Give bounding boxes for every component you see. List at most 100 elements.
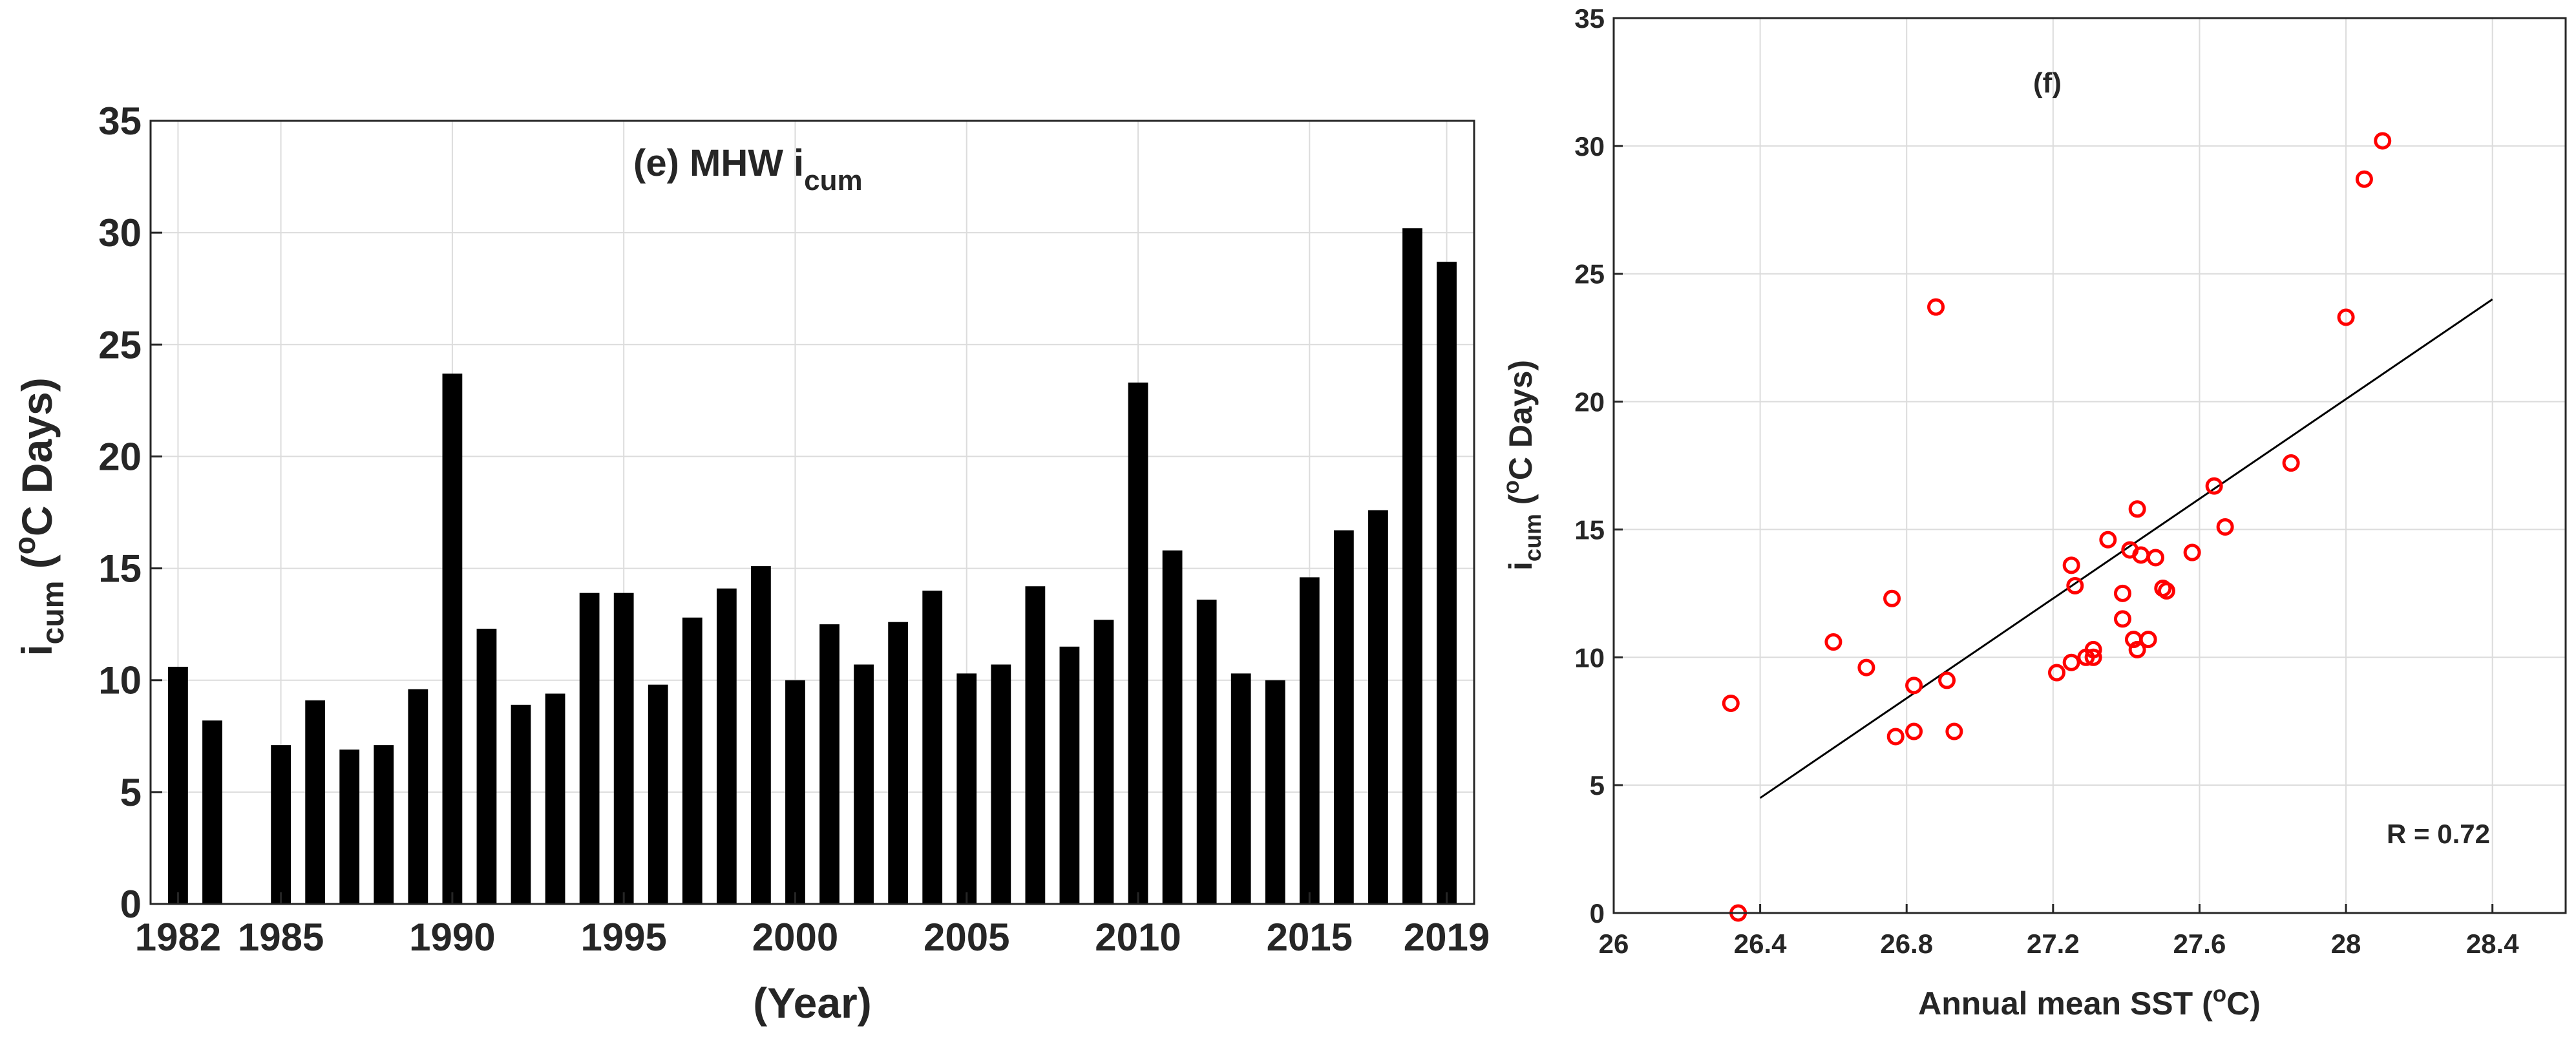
panel-e-bars — [168, 228, 1457, 904]
bar-1990 — [442, 373, 463, 904]
panel-f-x-tick-label: 28.4 — [2466, 929, 2519, 959]
bar-2015 — [1299, 577, 1320, 904]
panel-e-x-label: (Year) — [753, 979, 871, 1027]
bar-2008 — [1059, 646, 1080, 904]
panel-f-y-label: icum (oC Days) — [1499, 360, 1546, 571]
bar-1991 — [476, 629, 497, 904]
bar-2012 — [1196, 600, 1217, 904]
panel-f-y-tick-label: 10 — [1574, 642, 1605, 673]
panel-e-y-tick-label: 30 — [98, 211, 142, 255]
bar-1982 — [168, 666, 188, 904]
panel-f-y-tick-label: 5 — [1590, 770, 1605, 801]
panel-e-bar-chart: 0 5 10 15 20 25 30 35 1982 1985 1990 1995 2000 2005 2… — [8, 100, 1490, 1027]
scatter-point-24 — [2128, 500, 2146, 518]
scatter-point-36 — [2374, 132, 2392, 150]
bar-1999 — [751, 566, 771, 904]
bar-2004 — [922, 591, 943, 904]
scatter-point-16 — [2084, 640, 2102, 658]
scatter-point-6 — [1905, 722, 1923, 740]
scatter-point-34 — [2337, 308, 2355, 326]
panel-e-x-tick-label: 1995 — [580, 916, 666, 959]
scatter-point-19 — [2113, 610, 2131, 628]
panel-e-x-ticks: 1982 1985 1990 1995 2000 2005 2010 2015 2019 — [135, 892, 1490, 959]
panel-e-x-tick-label: 2019 — [1404, 916, 1490, 959]
bar-1996 — [648, 684, 668, 904]
panel-f-x-tick-label: 26.4 — [1734, 929, 1787, 959]
bar-2005 — [956, 673, 977, 904]
panel-f-axes-box — [1612, 17, 2567, 914]
panel-f-x-tick-label: 26.8 — [1880, 929, 1933, 959]
bar-1998 — [716, 588, 737, 904]
scatter-point-14 — [2066, 576, 2084, 594]
bar-2009 — [1093, 620, 1114, 904]
bar-2019 — [1437, 262, 1457, 904]
panel-f-fit-line — [1759, 299, 2493, 799]
panel-e-y-label: icum (oC Days) — [8, 377, 70, 656]
scatter-point-9 — [1938, 671, 1956, 689]
panel-f-x-label: Annual mean SST (oC) — [1918, 981, 2261, 1022]
bar-1988 — [374, 745, 394, 904]
bar-2016 — [1333, 530, 1354, 904]
bar-1987 — [339, 750, 360, 904]
bar-2003 — [888, 622, 909, 904]
bar-2010 — [1128, 383, 1148, 904]
panel-f-x-tick-label: 27.2 — [2027, 929, 2080, 959]
bar-2000 — [785, 680, 805, 904]
bar-2002 — [854, 664, 874, 904]
scatter-point-3 — [1857, 658, 1875, 677]
scatter-point-2 — [1824, 633, 1842, 651]
bar-2017 — [1368, 510, 1388, 904]
panel-e-y-ticks: 0 5 10 15 20 25 30 35 — [98, 100, 162, 926]
panel-f-title: (f) — [2033, 67, 2062, 99]
scatter-point-27 — [2146, 549, 2164, 567]
scatter-point-31 — [2205, 477, 2223, 495]
bar-1989 — [408, 689, 428, 904]
panel-f-y-tick-label: 25 — [1574, 259, 1605, 289]
scatter-point-32 — [2216, 518, 2234, 536]
panel-f-y-tick-label: 15 — [1574, 514, 1605, 545]
bar-1997 — [682, 617, 702, 904]
scatter-point-33 — [2282, 454, 2300, 472]
scatter-point-23 — [2128, 640, 2146, 658]
scatter-point-10 — [1945, 722, 1963, 740]
panel-e-x-tick-label: 2005 — [924, 916, 1009, 959]
panel-e-y-tick-label: 15 — [98, 547, 142, 591]
panel-f-y-tick-label: 20 — [1574, 387, 1605, 417]
panel-e-y-tick-label: 35 — [98, 100, 142, 143]
bar-2014 — [1265, 680, 1285, 904]
panel-f-x-tick-label: 28 — [2331, 929, 2361, 959]
bar-1995 — [613, 593, 634, 904]
bar-1986 — [305, 700, 326, 904]
scatter-point-29 — [2157, 582, 2175, 600]
panel-f-r-annotation: R = 0.72 — [2387, 819, 2490, 849]
bar-2018 — [1402, 228, 1422, 904]
scatter-point-35 — [2355, 170, 2373, 188]
panel-e-y-tick-label: 25 — [98, 323, 142, 366]
panel-e-x-tick-label: 1982 — [135, 916, 221, 959]
scatter-point-17 — [2084, 648, 2102, 666]
panel-f-y-ticks: 0 5 10 15 20 25 30 35 — [1574, 3, 1623, 929]
scatter-point-4 — [1883, 589, 1901, 607]
panel-f-points — [1722, 132, 2392, 922]
panel-e-x-tick-label: 2015 — [1267, 916, 1353, 959]
panel-f-y-tick-label: 30 — [1574, 131, 1605, 162]
panel-e-y-tick-label: 10 — [98, 659, 142, 702]
bar-2013 — [1230, 673, 1251, 904]
bar-2007 — [1025, 586, 1046, 904]
bar-2006 — [991, 664, 1011, 904]
bar-1985 — [271, 745, 291, 904]
panel-f-y-tick-label: 35 — [1574, 3, 1605, 34]
panel-f-y-tick-label: 0 — [1590, 898, 1605, 929]
scatter-point-20 — [2113, 584, 2131, 602]
bar-1993 — [545, 693, 565, 904]
panel-f-x-ticks: 26 26.4 26.8 27.2 27.6 28 28.4 — [1599, 904, 2519, 959]
bar-2011 — [1162, 550, 1183, 904]
scatter-point-26 — [2139, 631, 2157, 649]
scatter-point-5 — [1886, 728, 1905, 746]
scatter-point-8 — [1927, 298, 1945, 316]
panel-e-axes-box — [149, 120, 1475, 905]
panel-e-x-tick-label: 2010 — [1095, 916, 1181, 959]
